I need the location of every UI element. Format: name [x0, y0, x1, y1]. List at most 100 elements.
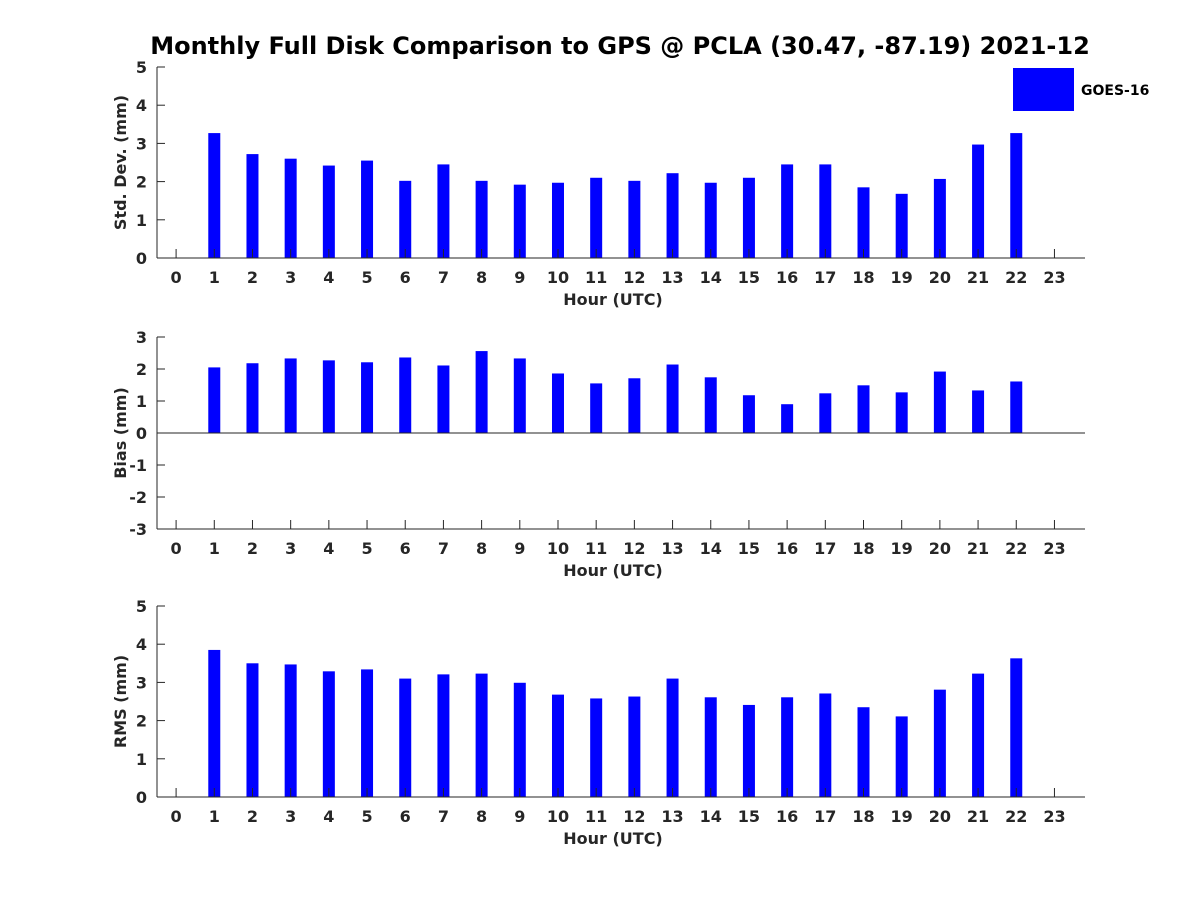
x-tick-label: 19: [891, 807, 913, 826]
x-tick-label: 19: [891, 268, 913, 287]
x-tick-label: 7: [438, 539, 449, 558]
bar-hour-1: [208, 133, 221, 258]
bar-hour-20: [933, 178, 946, 258]
x-tick-label: 16: [776, 807, 798, 826]
x-axis-label: Hour (UTC): [563, 561, 663, 580]
y-tick-label: 4: [136, 635, 147, 654]
x-tick-label: 23: [1043, 807, 1065, 826]
x-tick-label: 15: [738, 539, 760, 558]
x-tick-label: 22: [1005, 268, 1027, 287]
x-tick-label: 11: [585, 539, 607, 558]
bar-hour-4: [322, 671, 335, 797]
x-tick-label: 14: [700, 807, 722, 826]
y-tick-label: -1: [129, 456, 147, 475]
bar-hour-13: [666, 364, 679, 433]
bar-hour-2: [246, 154, 259, 258]
y-tick-label: 1: [136, 750, 147, 769]
bar-hour-19: [895, 193, 908, 258]
x-tick-label: 10: [547, 807, 569, 826]
bar-hour-2: [246, 663, 259, 797]
bar-hour-14: [704, 697, 717, 797]
x-tick-label: 2: [247, 539, 258, 558]
bar-hour-21: [972, 144, 985, 258]
y-axis-label: Std. Dev. (mm): [111, 95, 130, 230]
bar-hour-5: [361, 669, 374, 797]
x-tick-label: 20: [929, 539, 951, 558]
x-tick-label: 7: [438, 268, 449, 287]
bar-hour-15: [742, 704, 755, 797]
bar-hour-21: [972, 390, 985, 433]
bar-hour-19: [895, 392, 908, 433]
bar-hour-11: [590, 383, 603, 433]
x-tick-label: 9: [514, 268, 525, 287]
bar-hour-6: [399, 180, 412, 258]
y-tick-label: 1: [136, 392, 147, 411]
bar-hour-7: [437, 365, 450, 433]
bar-hour-1: [208, 367, 221, 433]
bar-hour-19: [895, 716, 908, 797]
x-tick-label: 12: [623, 807, 645, 826]
x-tick-label: 21: [967, 539, 989, 558]
chart-title: Monthly Full Disk Comparison to GPS @ PC…: [150, 32, 1090, 60]
bar-hour-12: [628, 180, 641, 258]
bar-hour-12: [628, 696, 641, 797]
legend-label: GOES-16: [1081, 83, 1149, 99]
x-tick-label: 1: [209, 268, 220, 287]
bar-hour-9: [513, 184, 526, 258]
x-tick-label: 8: [476, 807, 487, 826]
x-axis-label: Hour (UTC): [563, 290, 663, 309]
bar-hour-11: [590, 177, 603, 258]
x-tick-label: 21: [967, 268, 989, 287]
bar-hour-14: [704, 377, 717, 433]
x-tick-label: 18: [852, 807, 874, 826]
x-tick-label: 3: [285, 807, 296, 826]
y-tick-label: 0: [136, 424, 147, 443]
x-tick-label: 9: [514, 807, 525, 826]
bar-hour-9: [513, 682, 526, 797]
y-tick-label: 5: [136, 597, 147, 616]
x-tick-label: 4: [323, 807, 334, 826]
bar-hour-10: [551, 694, 564, 797]
x-tick-label: 22: [1005, 539, 1027, 558]
x-tick-label: 18: [852, 268, 874, 287]
x-tick-label: 18: [852, 539, 874, 558]
x-tick-label: 5: [361, 268, 372, 287]
y-tick-label: 5: [136, 58, 147, 77]
legend: GOES-16: [1013, 68, 1149, 111]
x-tick-label: 0: [171, 268, 182, 287]
y-tick-label: 3: [136, 673, 147, 692]
bar-hour-17: [819, 393, 832, 433]
x-tick-label: 7: [438, 807, 449, 826]
x-tick-label: 17: [814, 539, 836, 558]
bar-hour-6: [399, 357, 412, 433]
y-tick-label: 3: [136, 134, 147, 153]
bar-hour-12: [628, 378, 641, 433]
x-tick-label: 14: [700, 539, 722, 558]
x-tick-label: 1: [209, 539, 220, 558]
x-tick-label: 6: [400, 539, 411, 558]
bar-hour-5: [361, 362, 374, 433]
x-tick-label: 13: [661, 807, 683, 826]
bar-hour-8: [475, 351, 488, 433]
x-tick-label: 21: [967, 807, 989, 826]
x-tick-label: 4: [323, 268, 334, 287]
x-tick-label: 11: [585, 268, 607, 287]
y-tick-label: 0: [136, 788, 147, 807]
bar-hour-3: [284, 358, 297, 433]
x-tick-label: 23: [1043, 539, 1065, 558]
bar-hour-2: [246, 363, 259, 433]
x-tick-label: 12: [623, 268, 645, 287]
x-tick-label: 12: [623, 539, 645, 558]
x-tick-label: 0: [171, 807, 182, 826]
y-tick-label: 0: [136, 249, 147, 268]
bar-hour-22: [1010, 381, 1023, 433]
bar-hour-13: [666, 173, 679, 258]
bar-hour-16: [781, 404, 794, 433]
bar-hour-8: [475, 180, 488, 258]
x-tick-label: 10: [547, 539, 569, 558]
x-tick-label: 15: [738, 807, 760, 826]
x-tick-label: 5: [361, 807, 372, 826]
